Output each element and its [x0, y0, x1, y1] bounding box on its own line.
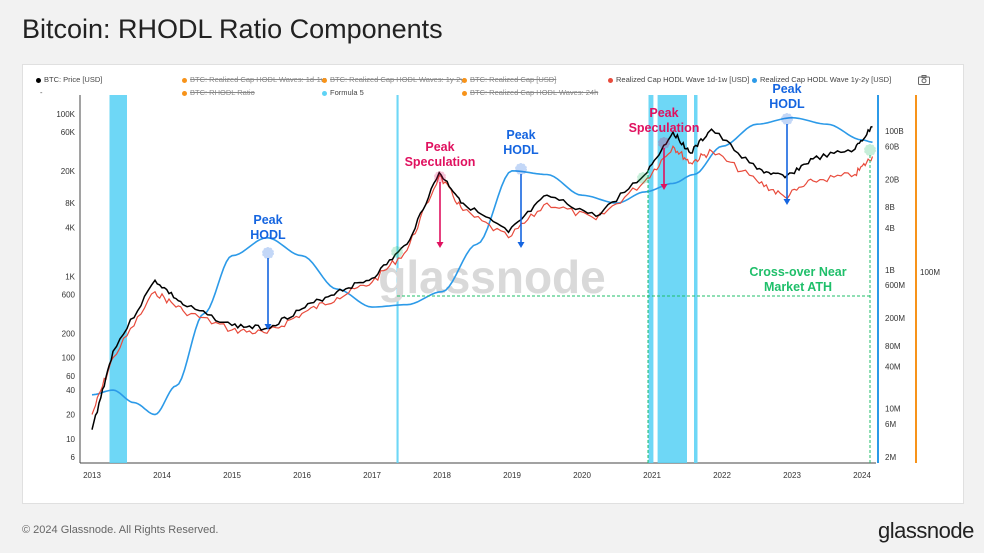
legend-marker	[608, 77, 613, 83]
legend-item[interactable]: BTC: Realized Cap HODL Waves: 1d-1w	[182, 75, 326, 84]
legend-label: BTC: Realized Cap HODL Waves: 24h	[470, 88, 599, 97]
camera-icon[interactable]	[918, 75, 930, 88]
legend-marker	[752, 77, 757, 83]
legend-item[interactable]: BTC: RHODL Ratio	[182, 88, 255, 97]
legend-item[interactable]: Realized Cap HODL Wave 1d-1w [USD]	[608, 75, 749, 84]
legend-label: BTC: Realized Cap [USD]	[470, 75, 557, 84]
legend-marker	[322, 90, 327, 96]
legend-marker	[182, 90, 187, 96]
brand-logo: glassnode	[878, 518, 974, 543]
legend-item[interactable]: BTC: Price [USD]	[36, 75, 102, 84]
legend-label: Realized Cap HODL Wave 1d-1w [USD]	[616, 75, 750, 84]
legend-marker	[182, 77, 187, 83]
legend-dash: -	[40, 88, 43, 97]
legend-marker	[36, 77, 41, 83]
legend-label: BTC: Realized Cap HODL Waves: 1d-1w	[190, 75, 327, 84]
legend-marker	[462, 90, 467, 96]
legend-label: BTC: RHODL Ratio	[190, 88, 255, 97]
legend-item[interactable]: BTC: Realized Cap HODL Waves: 24h	[462, 88, 598, 97]
page-title: Bitcoin: RHODL Ratio Components	[22, 14, 443, 44]
legend-item[interactable]: Formula 5	[322, 88, 364, 97]
legend-label: BTC: Price [USD]	[44, 75, 103, 84]
legend-marker	[322, 77, 327, 83]
legend-label: BTC: Realized Cap HODL Waves: 1y-2y	[330, 75, 465, 84]
legend-item[interactable]: Realized Cap HODL Wave 1y-2y [USD]	[752, 75, 891, 84]
chart-panel	[22, 64, 964, 504]
legend-label: Realized Cap HODL Wave 1y-2y [USD]	[760, 75, 892, 84]
legend-item[interactable]: BTC: Realized Cap [USD]	[462, 75, 556, 84]
legend-marker	[462, 77, 467, 83]
legend-item[interactable]: BTC: Realized Cap HODL Waves: 1y-2y	[322, 75, 464, 84]
legend-label: Formula 5	[330, 88, 364, 97]
copyright-text: © 2024 Glassnode. All Rights Reserved.	[22, 524, 219, 536]
